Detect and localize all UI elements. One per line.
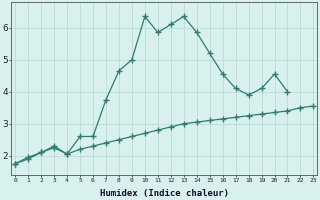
X-axis label: Humidex (Indice chaleur): Humidex (Indice chaleur) bbox=[100, 189, 229, 198]
